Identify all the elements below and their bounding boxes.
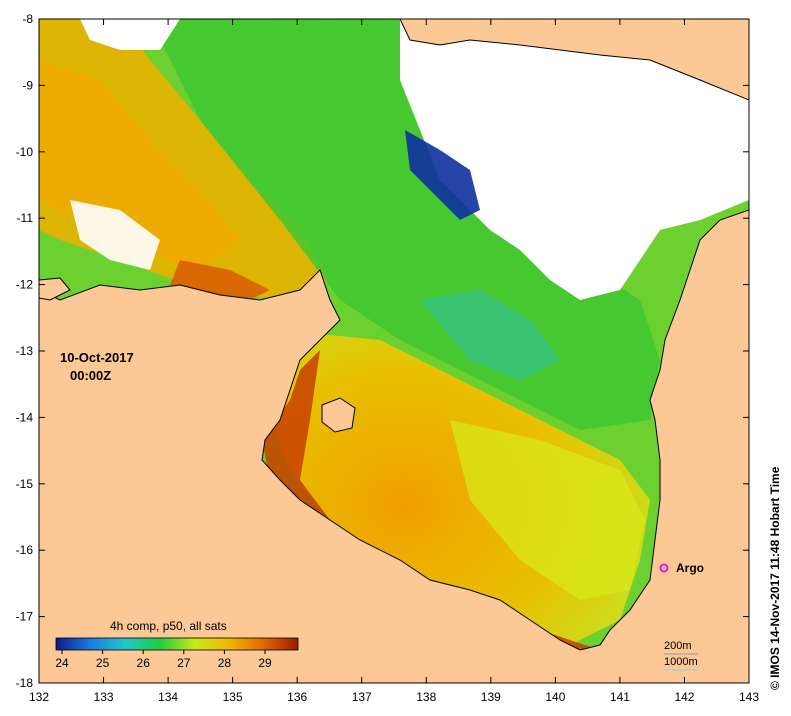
lat-label: -12	[16, 278, 34, 292]
argo-label: Argo	[676, 561, 704, 575]
lon-label: 134	[158, 690, 178, 704]
lon-label: 142	[674, 690, 694, 704]
contour-1000-label: 1000m	[664, 656, 698, 668]
sst-cyan-patches	[420, 290, 560, 380]
land-australia	[39, 209, 749, 683]
lat-label: -13	[16, 344, 34, 358]
sst-gulf-yellow	[450, 420, 645, 600]
colorbar-ticks: 24 25 26 27 28 29	[55, 650, 272, 670]
cloud-mask-west	[70, 200, 160, 270]
cloud-mask-nw	[80, 19, 180, 50]
colorbar-tick-label: 24	[55, 656, 69, 670]
lat-label: -14	[16, 410, 34, 424]
colorbar-title: 4h comp, p50, all sats	[110, 619, 227, 633]
plot-area	[39, 19, 749, 683]
lat-label: -8	[22, 12, 33, 26]
lon-label: 138	[416, 690, 436, 704]
lon-label: 133	[94, 690, 114, 704]
lat-label: -17	[16, 610, 34, 624]
colorbar-tick-label: 29	[258, 656, 272, 670]
contour-200-label: 200m	[664, 640, 692, 652]
lat-label: -9	[22, 78, 33, 92]
lon-label: 136	[287, 690, 307, 704]
time-label: 00:00Z	[70, 368, 111, 383]
lon-label: 137	[352, 690, 372, 704]
date-label: 10-Oct-2017	[60, 350, 134, 365]
colorbar-tick-label: 26	[137, 656, 151, 670]
lon-label: 141	[610, 690, 630, 704]
lat-label: -10	[16, 145, 34, 159]
land-west-island	[39, 277, 71, 301]
sst-cold-patch	[405, 130, 480, 220]
colorbar-tick-label: 25	[96, 656, 110, 670]
lat-label: -11	[17, 211, 34, 225]
lat-label: -15	[16, 477, 34, 491]
longitude-axis: 132 133 134 135 136 137 138 139 140 141 142 143	[29, 19, 759, 704]
lon-label: 140	[545, 690, 565, 704]
lon-label: 143	[739, 690, 759, 704]
lat-label: -16	[16, 543, 34, 557]
latitude-axis: -8 -9 -10 -11 -12 -13 -14 -15 -16 -17 -18	[16, 12, 749, 690]
colorbar-tick-label: 28	[218, 656, 232, 670]
colorbar-tick-label: 27	[177, 656, 191, 670]
lon-label: 132	[29, 690, 49, 704]
lon-label: 139	[481, 690, 501, 704]
imos-side-label: © IMOS 14-Nov-2017 11:48 Hobart Time	[768, 466, 782, 690]
argo-marker[interactable]	[659, 563, 669, 573]
lon-label: 135	[223, 690, 243, 704]
land-groote-eylandt	[321, 397, 356, 433]
colorbar	[55, 637, 299, 651]
land-new-guinea	[399, 19, 749, 101]
cloud-mask-north	[400, 19, 749, 300]
lat-label: -18	[16, 676, 34, 690]
